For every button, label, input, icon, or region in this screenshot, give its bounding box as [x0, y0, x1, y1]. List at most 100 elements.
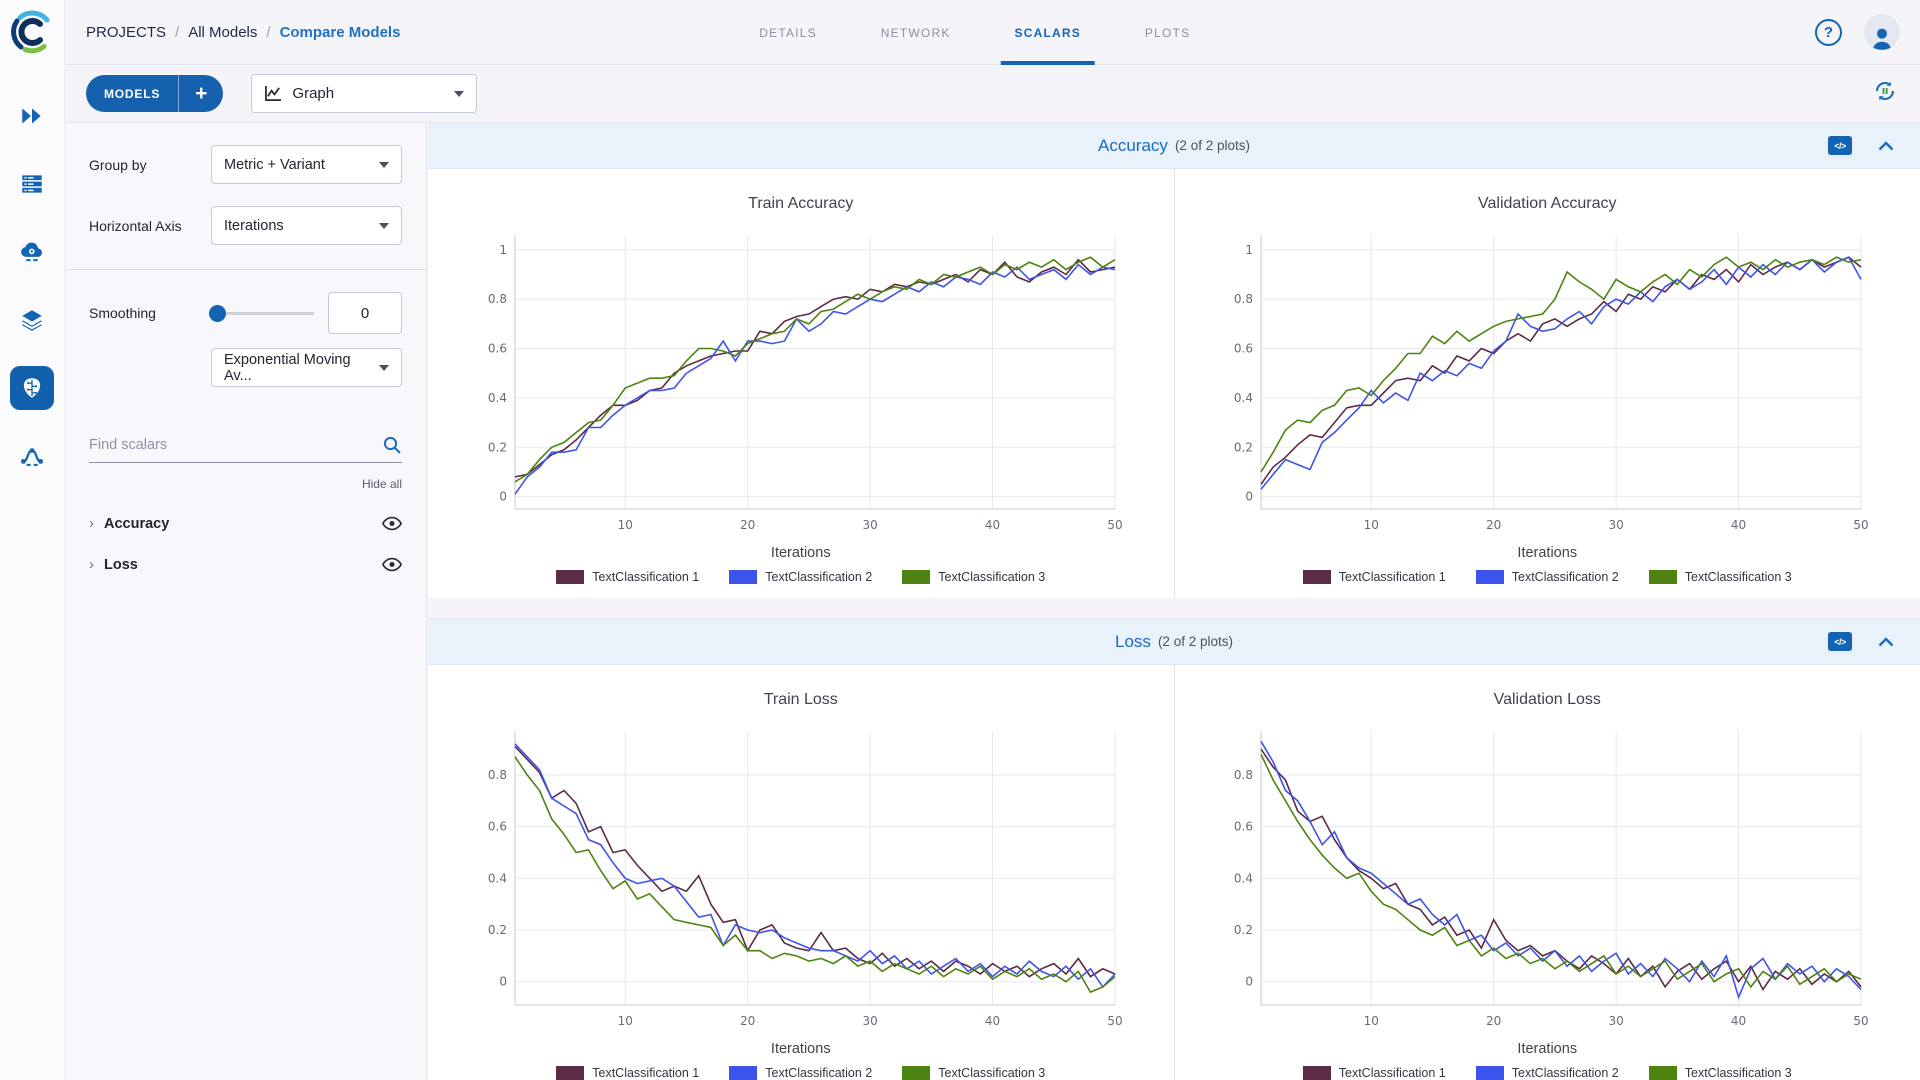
models-button-label[interactable]: MODELS [104, 86, 161, 101]
smoothing-slider[interactable] [209, 304, 314, 322]
legend-item[interactable]: TextClassification 1 [1302, 570, 1446, 584]
chevron-down-icon [379, 364, 389, 371]
legend-item[interactable]: TextClassification 1 [1302, 1066, 1446, 1080]
legend-swatch [1302, 570, 1331, 584]
y-tick-label: 0.2 [488, 923, 507, 937]
slider-track[interactable] [209, 304, 314, 322]
series-line[interactable] [1260, 256, 1862, 473]
add-model-button[interactable]: + [178, 75, 223, 112]
series-line[interactable] [514, 745, 1116, 978]
breadcrumb-separator: / [266, 23, 271, 41]
series-line[interactable] [1260, 256, 1862, 490]
brain-icon [23, 378, 41, 398]
plot-area[interactable]: 10 20 30 40 50 0 0.2 0.4 0.6 0.8 [1217, 719, 1877, 1039]
x-tick-label: 10 [617, 518, 632, 532]
expand-caret-icon[interactable]: › [89, 515, 94, 532]
visibility-eye-icon[interactable] [382, 516, 402, 531]
embed-code-icon[interactable]: </> [1828, 632, 1852, 651]
nav-quickstart-button[interactable] [10, 94, 54, 138]
tab-plots[interactable]: PLOTS [1144, 25, 1191, 40]
nav-applications-button[interactable] [10, 230, 54, 274]
legend-item[interactable]: TextClassification 2 [729, 1066, 872, 1080]
legend-item[interactable]: TextClassification 1 [556, 1066, 699, 1080]
x-tick-label: 40 [985, 518, 1000, 532]
legend-item[interactable]: TextClassification 2 [1475, 1066, 1619, 1080]
plot-area[interactable]: 10 20 30 40 50 0 0.2 0.4 0.6 0.8 [471, 719, 1131, 1039]
tab-network[interactable]: NETWORK [880, 25, 951, 40]
scalar-group-accuracy[interactable]: › Accuracy [89, 515, 402, 532]
pipeline-icon [20, 448, 44, 466]
y-tick-label: 0.4 [1234, 871, 1253, 885]
legend-label: TextClassification 1 [1338, 1066, 1446, 1080]
series-line[interactable] [514, 256, 1116, 483]
series-line[interactable] [1260, 748, 1862, 992]
legend-item[interactable]: TextClassification 3 [902, 570, 1045, 584]
search-icon[interactable] [382, 435, 402, 455]
smoothing-type-value: Exponential Moving Av... [224, 351, 351, 384]
visibility-eye-icon[interactable] [382, 557, 402, 572]
x-tick-label: 20 [1486, 1014, 1501, 1028]
section-header[interactable]: Loss (2 of 2 plots) </> [428, 618, 1920, 665]
auto-refresh-button[interactable] [1872, 78, 1898, 109]
chevron-up-icon[interactable] [1878, 636, 1894, 647]
search-input[interactable] [89, 437, 382, 453]
legend-item[interactable]: TextClassification 3 [902, 1066, 1045, 1080]
series-line[interactable] [514, 258, 1115, 478]
legend-label: TextClassification 1 [592, 1066, 700, 1080]
tab-scalars[interactable]: SCALARS [1000, 0, 1096, 65]
expand-caret-icon[interactable]: › [89, 556, 94, 573]
series-line[interactable] [514, 743, 1116, 989]
section-header[interactable]: Accuracy (2 of 2 plots) </> [428, 122, 1920, 169]
plot-area[interactable]: 10 20 30 40 50 0 0.2 0.4 0.6 0.8 1 [471, 223, 1131, 543]
x-tick-label: 40 [1731, 1014, 1746, 1028]
chart-legend: TextClassification 1 TextClassification … [1302, 570, 1792, 584]
group-by-dropdown[interactable]: Metric + Variant [211, 145, 402, 184]
legend-label: TextClassification 2 [765, 570, 873, 584]
nav-workers-queues-button[interactable] [10, 162, 54, 206]
embed-code-icon[interactable]: </> [1828, 136, 1852, 155]
legend-item[interactable]: TextClassification 3 [1648, 570, 1792, 584]
nav-models-button[interactable] [10, 366, 54, 410]
horizontal-axis-value: Iterations [224, 217, 284, 234]
smoothing-type-dropdown[interactable]: Exponential Moving Av... [211, 348, 402, 387]
scalar-group-loss[interactable]: › Loss [89, 556, 402, 573]
refresh-icon [1875, 81, 1895, 101]
nav-datasets-button[interactable] [10, 298, 54, 342]
clearml-logo-icon[interactable] [8, 8, 56, 56]
toolbar: MODELS + Graph [65, 65, 1920, 122]
smoothing-label: Smoothing [89, 305, 156, 321]
scalars-settings-panel: Group by Metric + Variant Horizontal Axi… [65, 122, 427, 1080]
hide-all-button[interactable]: Hide all [361, 477, 402, 491]
section-plot-count: (2 of 2 plots) [1157, 634, 1233, 649]
models-split-button[interactable]: MODELS + [86, 75, 224, 112]
series-line[interactable] [1260, 753, 1862, 989]
help-icon[interactable]: ? [1815, 18, 1842, 46]
series-line[interactable] [1260, 740, 1862, 1000]
legend-item[interactable]: TextClassification 3 [1648, 1066, 1792, 1080]
slider-thumb[interactable] [209, 304, 226, 322]
smoothing-value-input[interactable] [328, 292, 402, 334]
breadcrumb-projects[interactable]: PROJECTS [86, 23, 167, 41]
view-selector-dropdown[interactable]: Graph [251, 74, 478, 113]
series-line[interactable] [1260, 256, 1862, 485]
chevron-up-icon[interactable] [1878, 140, 1894, 151]
chevron-down-icon [454, 90, 465, 97]
x-tick-label: 20 [740, 518, 755, 532]
tab-bar: DETAILS NETWORK SCALARS PLOTS [753, 0, 1196, 65]
breadcrumb-all-models[interactable]: All Models [188, 23, 258, 41]
series-line[interactable] [514, 756, 1116, 994]
plot-area[interactable]: 10 20 30 40 50 0 0.2 0.4 0.6 0.8 1 [1217, 223, 1877, 543]
chart-train-accuracy: Train Accuracy 10 20 30 40 50 0 0.2 0.4 0.6 0.8 1 … [428, 169, 1175, 598]
avatar[interactable] [1864, 14, 1900, 50]
y-tick-label: 0.8 [1234, 292, 1253, 306]
server-queue-icon [22, 175, 42, 193]
horizontal-axis-dropdown[interactable]: Iterations [211, 206, 402, 245]
legend-item[interactable]: TextClassification 2 [729, 570, 872, 584]
legend-item[interactable]: TextClassification 1 [556, 570, 699, 584]
legend-swatch [556, 570, 585, 584]
legend-item[interactable]: TextClassification 2 [1475, 570, 1619, 584]
x-tick-label: 20 [1486, 518, 1501, 532]
tab-details[interactable]: DETAILS [759, 25, 817, 40]
nav-pipelines-button[interactable] [10, 434, 54, 478]
x-tick-label: 50 [1854, 1014, 1869, 1028]
